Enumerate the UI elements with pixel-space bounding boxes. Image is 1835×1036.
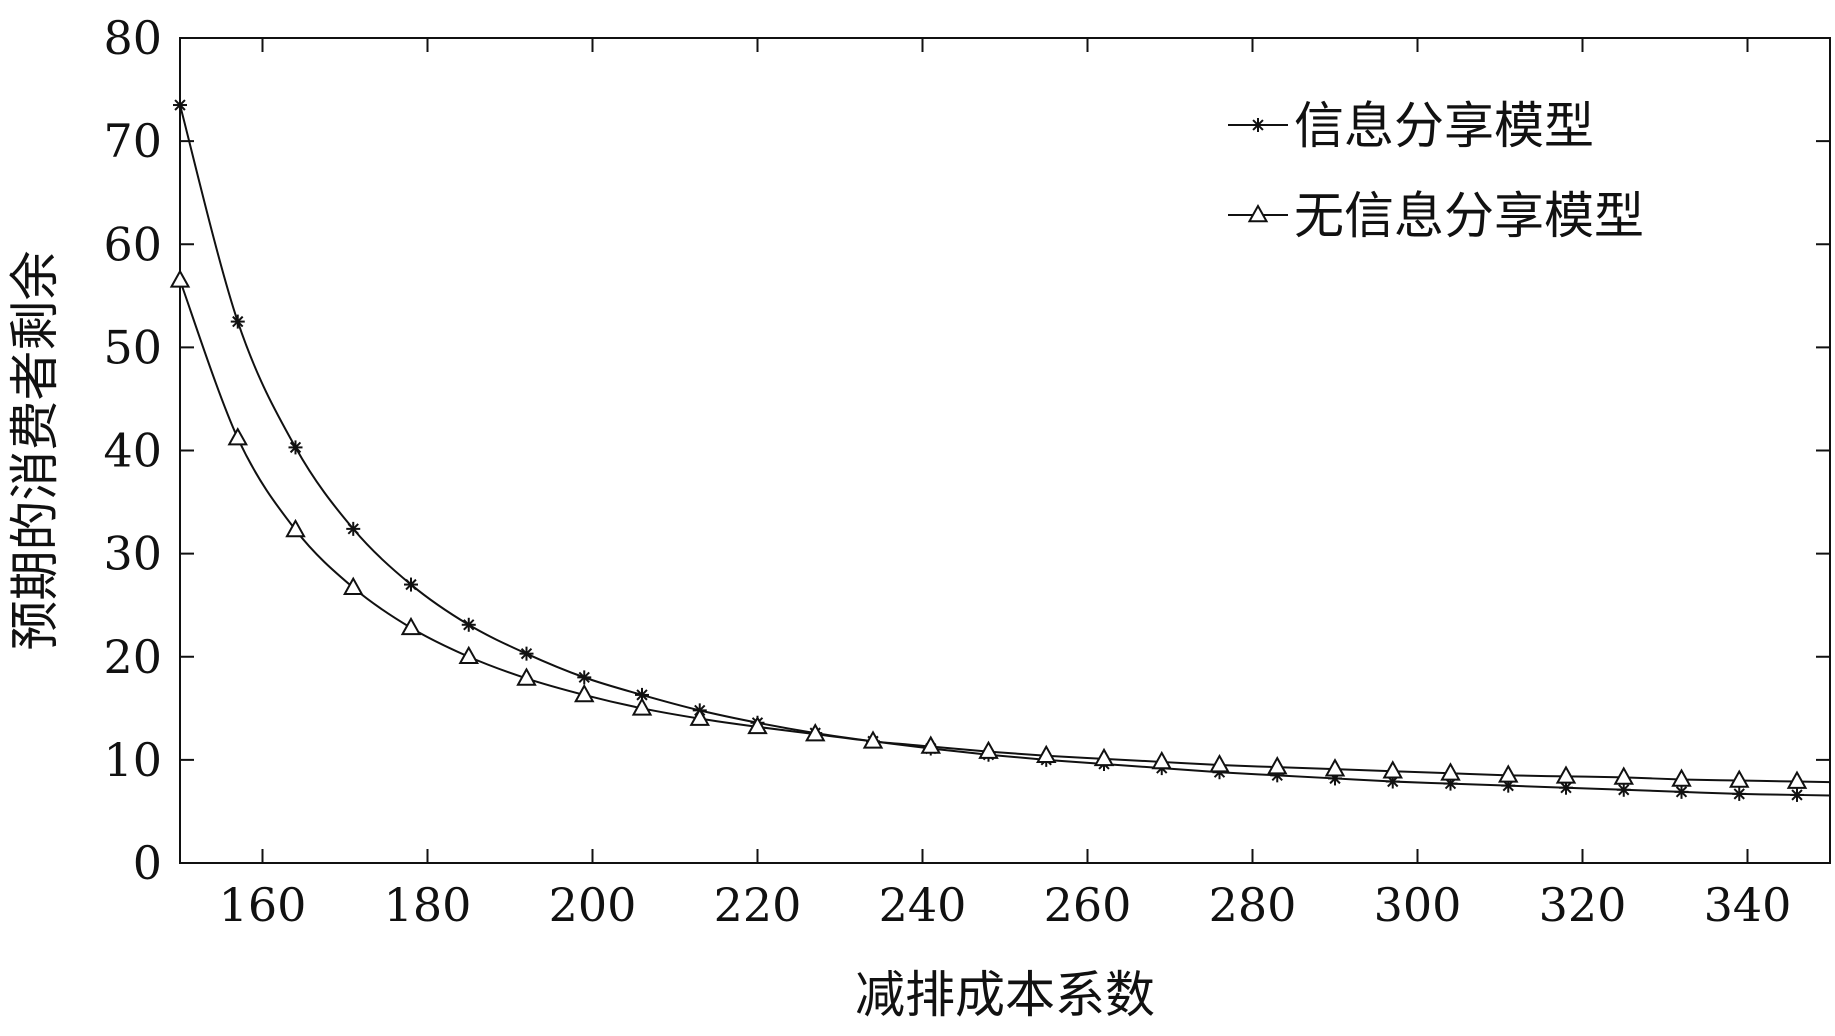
asterisk-stroke bbox=[520, 647, 533, 660]
asterisk-stroke bbox=[1675, 786, 1688, 798]
data-point bbox=[1266, 756, 1288, 775]
y-tick-label: 30 bbox=[103, 527, 162, 581]
asterisk-stroke bbox=[578, 671, 590, 684]
data-point bbox=[227, 427, 249, 446]
data-point bbox=[173, 98, 187, 113]
x-tick-label: 160 bbox=[219, 878, 307, 932]
legend-label: 无信息分享模型 bbox=[1294, 187, 1644, 245]
data-point bbox=[1732, 786, 1747, 801]
y-tick-label: 0 bbox=[133, 836, 162, 890]
data-point bbox=[1555, 765, 1577, 784]
y-tick-label: 60 bbox=[103, 217, 162, 271]
legend-marker bbox=[1251, 118, 1265, 132]
data-point bbox=[1790, 787, 1804, 802]
series-2 bbox=[169, 269, 1831, 789]
data-point bbox=[747, 715, 768, 735]
data-point bbox=[169, 269, 191, 288]
x-tick-label: 260 bbox=[1044, 878, 1132, 932]
legend-entry: 无信息分享模型 bbox=[1228, 187, 1644, 245]
data-point bbox=[978, 740, 999, 759]
data-point bbox=[1616, 782, 1631, 797]
data-point bbox=[461, 617, 476, 632]
data-point bbox=[1440, 762, 1461, 781]
asterisk-stroke bbox=[405, 578, 417, 591]
data-point bbox=[288, 440, 303, 455]
x-tick-label: 240 bbox=[879, 878, 967, 932]
series-layer bbox=[169, 98, 1831, 802]
y-tick-label: 10 bbox=[103, 733, 162, 787]
y-tick-label: 20 bbox=[103, 630, 162, 684]
series-line bbox=[179, 280, 1831, 784]
asterisk-stroke bbox=[1560, 782, 1572, 794]
legend-entry: 信息分享模型 bbox=[1228, 97, 1594, 155]
data-point bbox=[1613, 766, 1635, 785]
data-point bbox=[1728, 769, 1750, 788]
data-point bbox=[1324, 758, 1346, 777]
asterisk-stroke bbox=[174, 99, 186, 111]
legend-marker bbox=[1247, 203, 1269, 223]
plot-frame bbox=[179, 37, 1831, 864]
data-point bbox=[346, 521, 361, 536]
y-tick-label: 40 bbox=[103, 424, 162, 478]
asterisk-stroke bbox=[1791, 789, 1803, 801]
data-point bbox=[1786, 770, 1808, 789]
axes-layer bbox=[179, 37, 1831, 864]
data-point bbox=[1209, 753, 1230, 773]
data-point bbox=[577, 670, 592, 685]
x-axis-title: 减排成本系数 bbox=[855, 966, 1155, 1024]
y-tick-label: 80 bbox=[103, 11, 162, 65]
y-tick-label: 50 bbox=[103, 320, 162, 374]
asterisk-stroke bbox=[1252, 119, 1264, 131]
data-point bbox=[285, 518, 306, 538]
x-tick-label: 180 bbox=[384, 878, 472, 932]
data-point bbox=[230, 314, 245, 329]
data-point bbox=[631, 697, 653, 716]
data-point bbox=[689, 707, 711, 726]
asterisk-stroke bbox=[1733, 788, 1745, 800]
data-point bbox=[1674, 784, 1689, 799]
x-tick-label: 320 bbox=[1539, 878, 1627, 932]
data-point bbox=[920, 735, 942, 754]
data-point bbox=[404, 577, 418, 592]
data-point bbox=[573, 683, 595, 703]
y-tick-label: 70 bbox=[103, 114, 162, 168]
x-tick-label: 280 bbox=[1209, 878, 1297, 932]
data-point bbox=[400, 616, 422, 636]
x-tick-label: 200 bbox=[549, 878, 637, 932]
data-point bbox=[1671, 768, 1692, 787]
asterisk-stroke bbox=[463, 619, 475, 631]
data-point bbox=[1151, 750, 1173, 770]
x-tick-label: 340 bbox=[1704, 878, 1792, 932]
data-point bbox=[342, 576, 364, 595]
asterisk-stroke bbox=[1618, 784, 1630, 796]
data-point bbox=[519, 646, 534, 661]
legend-label: 信息分享模型 bbox=[1294, 97, 1594, 155]
asterisk-stroke bbox=[347, 523, 359, 535]
asterisk-stroke bbox=[232, 315, 244, 328]
data-point bbox=[1382, 760, 1404, 779]
data-point bbox=[1497, 764, 1519, 783]
data-point bbox=[1035, 744, 1057, 764]
x-tick-label: 220 bbox=[714, 878, 802, 932]
ticks-layer: 160 180 200 220 240 260 280 300 320 340 0 10 20 30 40 5… bbox=[103, 11, 1830, 932]
data-point bbox=[458, 645, 480, 665]
data-point bbox=[862, 730, 884, 749]
x-tick-label: 300 bbox=[1374, 878, 1462, 932]
y-axis-title: 预期的消费者剩余 bbox=[6, 251, 64, 651]
data-point bbox=[804, 723, 826, 742]
data-point bbox=[516, 667, 537, 686]
data-point bbox=[1093, 747, 1115, 767]
asterisk-stroke bbox=[636, 689, 648, 701]
asterisk-stroke bbox=[289, 441, 302, 454]
